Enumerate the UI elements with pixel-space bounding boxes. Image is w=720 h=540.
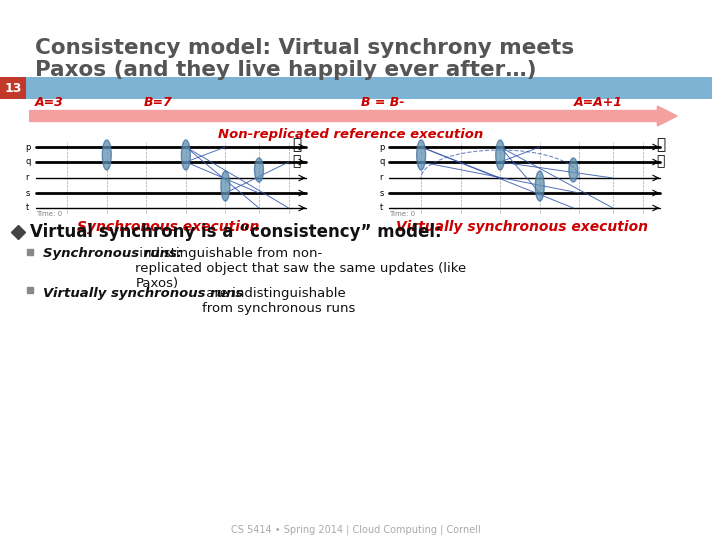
Text: Time: 0: Time: 0 [390,211,415,217]
Text: Synchronous runs:: Synchronous runs: [43,247,183,260]
Text: t: t [26,204,29,213]
FancyArrow shape [30,106,677,126]
Ellipse shape [535,171,544,201]
Text: Consistency model: Virtual synchrony meets: Consistency model: Virtual synchrony mee… [35,38,574,58]
Text: Virtually synchronous runs: Virtually synchronous runs [43,287,244,300]
Text: p: p [26,143,31,152]
Text: B=7: B=7 [143,96,172,109]
Text: Synchronous execution: Synchronous execution [77,220,259,234]
Text: s: s [26,188,30,198]
FancyBboxPatch shape [0,77,26,99]
Text: 🔥: 🔥 [656,138,665,152]
Ellipse shape [255,158,264,182]
Text: Virtually synchronous execution: Virtually synchronous execution [396,220,648,234]
Text: CS 5414 • Spring 2014 | Cloud Computing | Cornell: CS 5414 • Spring 2014 | Cloud Computing … [231,524,481,535]
Text: r: r [379,173,383,183]
Text: 13: 13 [4,82,22,94]
Text: 🔥: 🔥 [292,138,301,152]
Text: Paxos (and they live happily ever after…): Paxos (and they live happily ever after…… [35,60,536,80]
Text: 🔥: 🔥 [292,154,301,168]
Text: q: q [379,158,385,166]
Ellipse shape [417,140,426,170]
Text: are indistinguishable
from synchronous runs: are indistinguishable from synchronous r… [202,287,355,315]
Text: Non-replicated reference execution: Non-replicated reference execution [218,128,484,141]
Text: 🔥: 🔥 [656,154,665,168]
Text: B = B-: B = B- [361,96,405,109]
Text: t: t [379,204,383,213]
Text: q: q [26,158,31,166]
Ellipse shape [496,140,505,170]
Ellipse shape [102,140,111,170]
Ellipse shape [181,140,190,170]
Ellipse shape [221,171,230,201]
FancyBboxPatch shape [26,77,712,99]
Text: A=A+1: A=A+1 [573,96,622,109]
Text: A=3: A=3 [35,96,63,109]
Text: s: s [379,188,384,198]
Text: indistinguishable from non-
replicated object that saw the same updates (like
Pa: indistinguishable from non- replicated o… [135,247,467,290]
Text: Time: 0: Time: 0 [35,211,62,217]
Ellipse shape [569,158,578,182]
Text: p: p [379,143,385,152]
Text: Virtual synchrony is a “consistency” model:: Virtual synchrony is a “consistency” mod… [30,223,441,241]
Text: r: r [26,173,30,183]
